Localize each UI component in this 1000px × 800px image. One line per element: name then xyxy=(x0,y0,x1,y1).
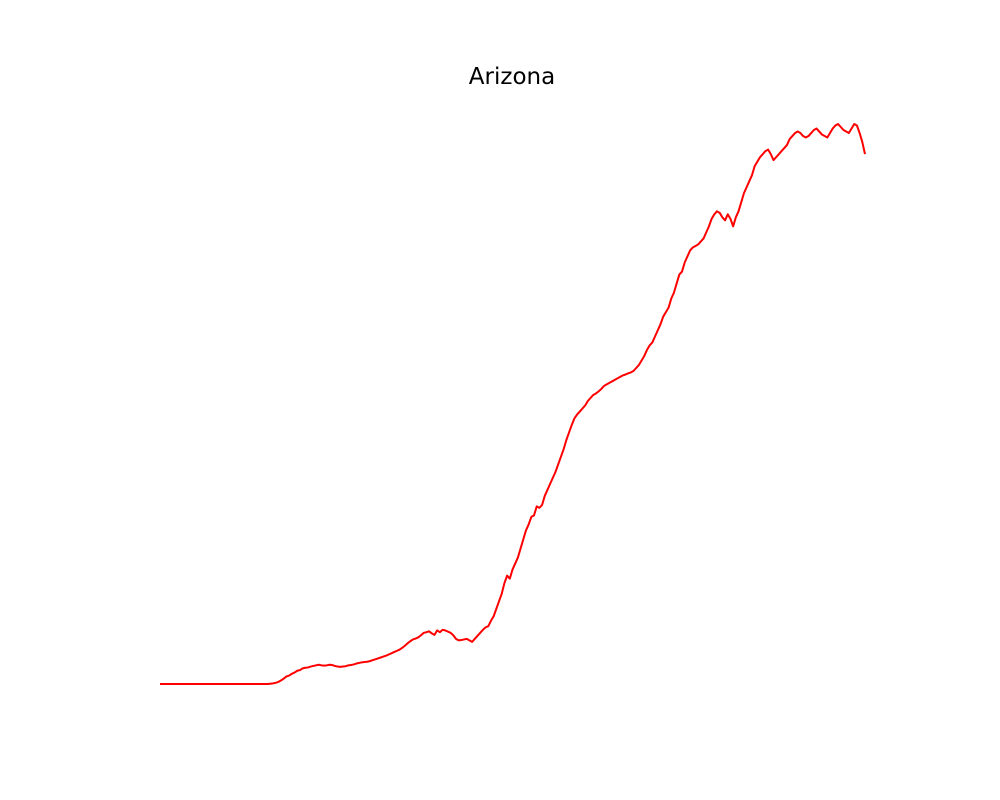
series-line-0 xyxy=(160,123,866,685)
chart-title: Arizona xyxy=(468,64,556,90)
